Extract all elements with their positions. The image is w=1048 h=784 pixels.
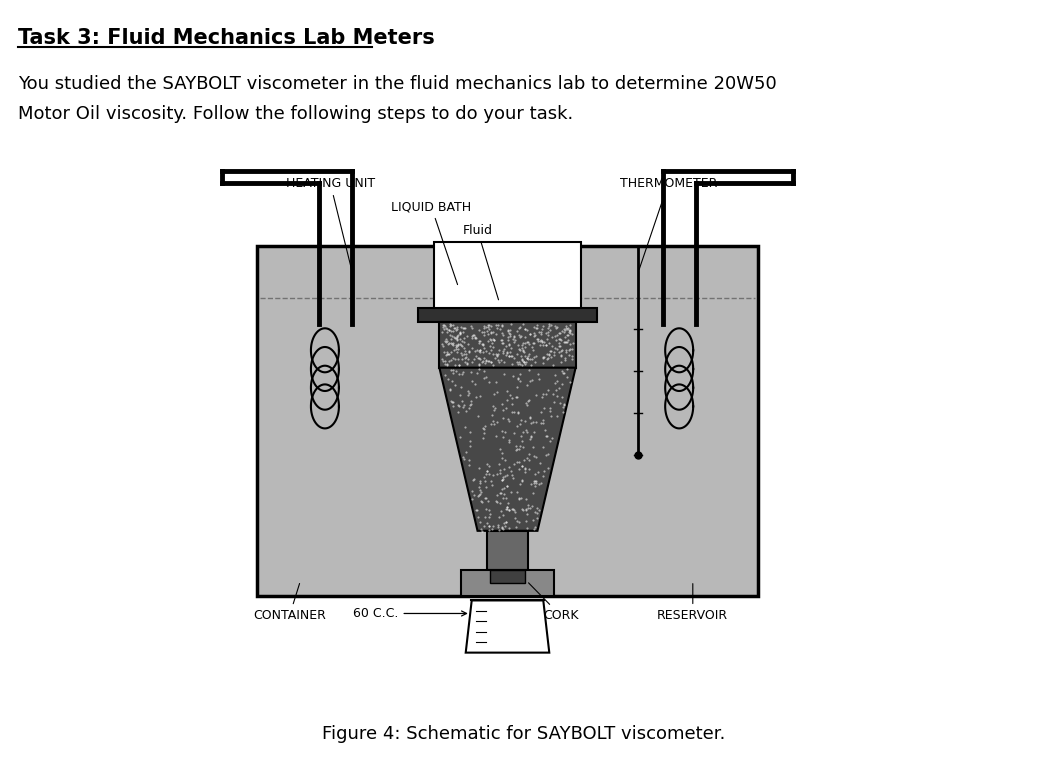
Bar [490, 570, 525, 583]
Text: You studied the SAYBOLT viscometer in the fluid mechanics lab to determine 20W50: You studied the SAYBOLT viscometer in th… [18, 75, 777, 93]
Bar [487, 531, 527, 570]
Text: THERMOMETER: THERMOMETER [619, 177, 717, 270]
Text: HEATING UNIT: HEATING UNIT [286, 177, 375, 270]
Text: Motor Oil viscosity. Follow the following steps to do your task.: Motor Oil viscosity. Follow the followin… [18, 105, 573, 123]
Text: Fluid: Fluid [462, 224, 499, 299]
Bar [257, 246, 758, 596]
Bar [434, 241, 581, 309]
Bar [439, 322, 575, 368]
Text: Task 3: Fluid Mechanics Lab Meters: Task 3: Fluid Mechanics Lab Meters [18, 28, 435, 48]
Text: Figure 4: Schematic for SAYBOLT viscometer.: Figure 4: Schematic for SAYBOLT viscomet… [323, 725, 725, 743]
Text: LIQUID BATH: LIQUID BATH [391, 200, 472, 285]
Bar [461, 570, 553, 596]
Text: CONTAINER: CONTAINER [253, 583, 326, 622]
Polygon shape [465, 601, 549, 652]
Polygon shape [439, 368, 575, 531]
Text: CORK: CORK [528, 583, 578, 622]
Text: 60 C.C.: 60 C.C. [353, 607, 466, 620]
Bar [417, 307, 597, 322]
Text: RESERVOIR: RESERVOIR [657, 583, 728, 622]
